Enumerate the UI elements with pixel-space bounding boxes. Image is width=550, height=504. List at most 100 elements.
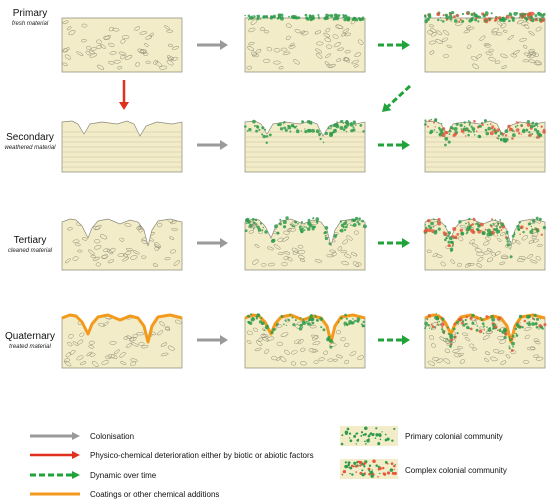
legend-deterioration-label: Physico-chemical deterioration either by…: [90, 451, 314, 460]
grain: [484, 357, 489, 362]
colony-cell-green: [535, 216, 539, 220]
colony-cell-green: [284, 319, 287, 322]
colony-cell-red: [529, 18, 532, 22]
grain: [335, 354, 343, 359]
colony-cell-green: [450, 240, 454, 244]
colony-cell-green: [272, 327, 276, 332]
colony-cell-red: [377, 475, 379, 478]
colony-cell-red: [427, 125, 429, 128]
colony-cell-red: [504, 134, 508, 137]
dynamic-arrow-r3: [378, 238, 410, 248]
colony-cell-green: [339, 14, 341, 16]
colony-cell-red: [456, 14, 460, 17]
arrow-head: [402, 140, 410, 150]
grain: [493, 349, 500, 354]
colony-cell-red: [457, 318, 461, 322]
colony-cell-red: [355, 471, 358, 473]
colony-cell-green: [430, 118, 433, 121]
colony-cell-green: [282, 225, 287, 229]
grain: [535, 356, 544, 361]
colony-cell-green: [474, 223, 477, 225]
colony-cell-red: [358, 460, 363, 465]
grain: [292, 250, 298, 255]
grain: [535, 255, 541, 261]
colony-cell-green: [474, 12, 476, 15]
colony-cell-green: [481, 322, 485, 326]
colony-cell-green: [361, 219, 364, 223]
colony-cell-green: [384, 461, 388, 464]
colony-cell-green: [288, 15, 290, 18]
colony-cell-green: [377, 465, 380, 468]
grain: [285, 23, 292, 28]
colony-cell-green: [364, 433, 367, 436]
colony-cell-green: [500, 138, 503, 142]
panel-r3-c3: [423, 216, 547, 271]
colony-cell-green: [515, 322, 519, 327]
grain: [332, 34, 339, 39]
colony-cell-red: [496, 137, 498, 139]
colony-cell-red: [377, 468, 380, 471]
grain: [139, 31, 148, 35]
complex-colony: [423, 216, 547, 259]
colony-cell-red: [437, 221, 442, 226]
row-subtitle-secondary: weathered material: [4, 145, 56, 151]
colony-cell-green: [341, 120, 344, 122]
colony-cell-green: [295, 129, 300, 134]
colony-cell-red: [540, 125, 543, 128]
colony-cell-green: [316, 222, 319, 225]
colony-cell-green: [259, 222, 263, 225]
grain: [477, 256, 484, 263]
stone-texture: [62, 131, 182, 168]
colony-cell-green: [339, 220, 343, 223]
grain: [284, 349, 290, 355]
grain: [509, 239, 517, 244]
colony-cell-green: [490, 315, 494, 319]
colony-cell-red: [424, 228, 429, 233]
grain: [138, 342, 145, 346]
panel-r2-c3: [424, 118, 546, 173]
grain: [326, 319, 331, 324]
grain: [108, 42, 115, 47]
colony-cell-green: [534, 122, 539, 126]
grain: [291, 350, 298, 355]
grain: [64, 360, 72, 367]
row-subtitle-tertiary: cleaned material: [7, 248, 53, 254]
grain: [106, 249, 113, 255]
colony-cell-green: [339, 125, 344, 130]
grain: [490, 356, 498, 362]
grain: [280, 47, 288, 52]
colony-cell-green: [304, 128, 306, 130]
colony-cell-red: [538, 323, 542, 328]
colony-cell-green: [424, 119, 427, 122]
colony-cell-green: [355, 124, 357, 126]
grain: [474, 248, 483, 253]
colony-cell-green: [280, 315, 284, 318]
colony-cell-red: [458, 20, 461, 23]
grain: [494, 60, 501, 64]
colony-cell-green: [283, 126, 287, 130]
grain: [66, 26, 72, 31]
legend-colonisation-arrow: [30, 432, 80, 440]
grain: [250, 51, 258, 56]
grain: [516, 258, 525, 262]
grain: [76, 51, 84, 56]
grain: [461, 332, 469, 337]
grain: [467, 263, 475, 267]
colony-cell-green: [318, 132, 322, 136]
colony-cell-green: [377, 441, 380, 444]
colony-cell-green: [451, 244, 454, 247]
colony-cell-green: [511, 133, 516, 137]
colony-cell-red: [440, 316, 443, 319]
colony-cell-red: [484, 228, 487, 231]
grain: [246, 330, 253, 336]
colony-cell-red: [525, 227, 528, 230]
colony-cell-green: [535, 317, 539, 321]
deterioration-arrow: [119, 80, 129, 110]
grain: [469, 239, 475, 245]
colony-cell-green: [361, 473, 365, 477]
colony-cell-red: [496, 329, 499, 331]
colony-cell-green: [466, 231, 469, 234]
grain: [495, 32, 503, 36]
colony-cell-green: [343, 228, 347, 232]
colony-cell-green: [282, 16, 284, 18]
